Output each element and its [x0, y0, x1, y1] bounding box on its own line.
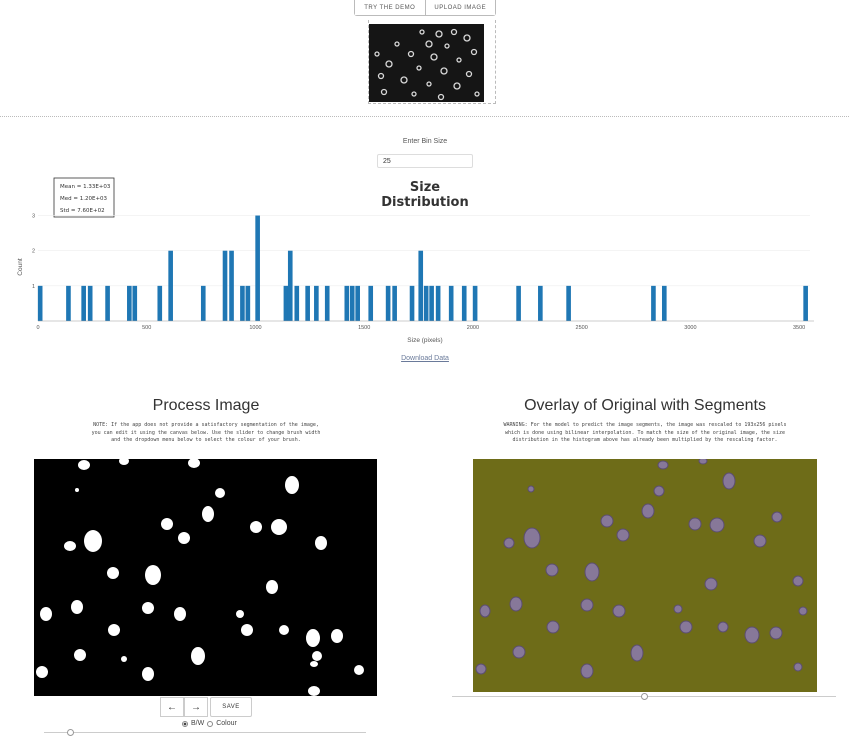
thumbnail-cells [374, 28, 480, 101]
y-tick-label: 1 [32, 284, 35, 290]
radio-bw-label: B/W [191, 720, 205, 727]
histogram-bar[interactable] [168, 250, 173, 321]
segmentation-mask [36, 459, 364, 696]
histogram-bar[interactable] [349, 285, 355, 321]
source-buttons: TRY THE DEMO UPLOAD IMAGE [354, 0, 496, 16]
y-axis-label: Count [17, 258, 24, 276]
histogram-bar[interactable] [105, 285, 110, 321]
histogram-bar[interactable] [324, 285, 330, 321]
x-tick-label: 1000 [249, 325, 261, 331]
histogram-bar[interactable] [566, 285, 571, 321]
histogram-bar[interactable] [283, 285, 289, 321]
x-axis-label: Size (pixels) [407, 337, 442, 344]
histogram-bar[interactable] [409, 285, 415, 321]
stats-median: Med = 1.20E+03 [60, 196, 108, 202]
histogram-bar[interactable] [87, 285, 93, 321]
x-tick-label: 0 [36, 325, 39, 331]
section-divider [0, 116, 849, 117]
size-distribution-histogram: Mean = 1.33E+03 Med = 1.20E+03 Std = 7.6… [17, 177, 814, 344]
note-line: NOTE: If the app does not provide a sati… [93, 422, 319, 428]
bin-size-label: Enter Bin Size [402, 138, 448, 145]
radio-colour-label: Colour [216, 720, 237, 727]
histogram-bar[interactable] [803, 285, 808, 321]
histogram-bar[interactable] [461, 285, 467, 321]
save-button[interactable]: SAVE [210, 697, 252, 717]
histogram-bar[interactable] [368, 285, 374, 321]
histogram-bar[interactable] [245, 285, 251, 321]
note-line: WARNING: For the model to predict the im… [503, 422, 787, 428]
overlay-opacity-slider-handle[interactable] [641, 693, 648, 700]
histogram-bar[interactable] [392, 285, 397, 321]
brush-width-slider-track[interactable] [44, 732, 366, 733]
histogram-bar[interactable] [294, 285, 300, 321]
stats-mean: Mean = 1.33E+03 [60, 184, 111, 190]
overlay-image [473, 459, 817, 692]
uploaded-image-thumbnail [369, 24, 484, 102]
upload-dropzone[interactable] [368, 20, 496, 104]
upload-image-button[interactable]: UPLOAD IMAGE [424, 0, 495, 15]
histogram-bar[interactable] [651, 285, 656, 321]
radio-colour[interactable] [207, 720, 214, 727]
histogram-bar[interactable] [355, 285, 360, 321]
histogram-bar[interactable] [435, 285, 441, 321]
histogram-bar[interactable] [66, 285, 71, 321]
histogram-bar[interactable] [200, 285, 206, 321]
histogram-bar[interactable] [240, 285, 245, 321]
histogram-bar[interactable] [132, 285, 138, 321]
histogram-bar[interactable] [37, 285, 43, 321]
stats-std: Std = 7.60E+02 [60, 208, 105, 214]
stats-box [53, 177, 115, 218]
histogram-bar[interactable] [255, 215, 260, 321]
x-tick-label: 1500 [358, 325, 370, 331]
histogram-bar[interactable] [314, 285, 319, 321]
note-line: distribution in the histogram above has … [512, 437, 778, 443]
histogram-bar[interactable] [661, 285, 667, 321]
brush-width-slider-handle[interactable] [67, 729, 74, 736]
note-line: which is done using bilinear interpolati… [505, 429, 785, 436]
x-tick-label: 2500 [576, 325, 588, 331]
histogram-bar[interactable] [429, 285, 434, 321]
histogram-bar[interactable] [157, 285, 163, 321]
histogram-bar[interactable] [448, 285, 454, 321]
y-tick-label: 3 [32, 214, 35, 220]
histogram-bar[interactable] [516, 285, 521, 321]
note-line: you can edit it using the canvas below. … [91, 429, 321, 436]
brush-colour-radio-group: B/W Colour [182, 720, 237, 727]
redo-button[interactable]: → [184, 697, 208, 717]
x-tick-label: 500 [142, 325, 151, 331]
process-image-title: Process Image [152, 397, 260, 414]
histogram-bar[interactable] [222, 250, 228, 321]
overlay-segments [475, 459, 808, 679]
chart-title: Size Distribution [381, 180, 468, 210]
histogram-bar[interactable] [344, 285, 350, 321]
note-line: and the dropdown menu below to select th… [111, 437, 301, 443]
download-data-link[interactable]: Download Data [401, 355, 449, 362]
histogram-bar[interactable] [229, 250, 234, 321]
histogram-bar[interactable] [81, 285, 86, 321]
overlay-title: Overlay of Original with Segments [524, 397, 766, 414]
try-demo-button[interactable]: TRY THE DEMO [355, 0, 425, 15]
histogram-bar[interactable] [423, 285, 429, 321]
x-tick-label: 2000 [467, 325, 479, 331]
histogram-bar[interactable] [385, 285, 391, 321]
histogram-bar[interactable] [127, 285, 132, 321]
histogram-bar[interactable] [305, 285, 310, 321]
histogram-bar[interactable] [418, 250, 424, 321]
canvas-toolbar: ← → SAVE [160, 697, 252, 717]
process-image-note: NOTE: If the app does not provide a sati… [36, 422, 376, 445]
y-tick-label: 2 [32, 249, 35, 255]
histogram-bar[interactable] [472, 285, 478, 321]
segmentation-edit-canvas[interactable] [34, 459, 377, 696]
histogram-bar[interactable] [287, 250, 293, 321]
overlay-warning-note: WARNING: For the model to predict the im… [470, 422, 820, 445]
x-tick-label: 3500 [793, 325, 805, 331]
undo-button[interactable]: ← [160, 697, 184, 717]
histogram-bar[interactable] [538, 285, 543, 321]
bin-size-input[interactable] [377, 154, 473, 168]
x-tick-label: 3000 [684, 325, 696, 331]
radio-bw[interactable] [182, 720, 188, 727]
